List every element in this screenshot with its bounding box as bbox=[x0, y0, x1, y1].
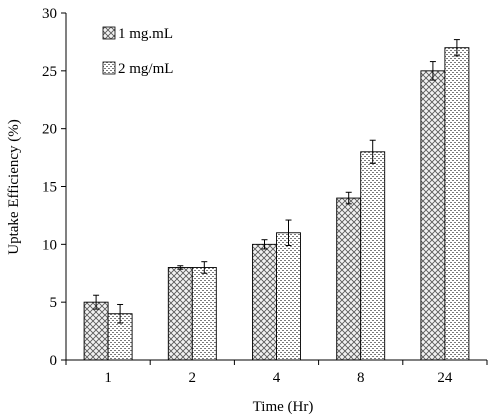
legend-item-2mg: 2 mg/mL bbox=[102, 61, 173, 77]
y-tick-label: 30 bbox=[42, 6, 57, 22]
bar-series-1-1 bbox=[83, 301, 109, 361]
y-tick-label: 25 bbox=[42, 64, 57, 80]
error-bar-series-1-4 bbox=[261, 239, 268, 250]
bars bbox=[83, 47, 470, 361]
legend-swatch-1mg bbox=[102, 26, 116, 40]
y-tick-label: 20 bbox=[42, 122, 57, 138]
x-axis-label: Time (Hr) bbox=[253, 399, 314, 415]
legend: 1 mg.mL 2 mg/mL bbox=[102, 26, 173, 77]
bar-series-2-8 bbox=[360, 151, 386, 361]
y-axis-ticks: 0 5 10 15 20 25 30 bbox=[42, 6, 66, 369]
x-tick-label: 8 bbox=[357, 370, 365, 386]
error-bar-series-2-24 bbox=[453, 39, 460, 57]
x-tick-label: 4 bbox=[273, 370, 281, 386]
y-tick-label: 15 bbox=[42, 180, 57, 196]
bar-series-2-2 bbox=[191, 267, 217, 361]
y-tick-label: 5 bbox=[50, 295, 58, 311]
error-bar-series-1-8 bbox=[345, 191, 352, 205]
bar-series-1-8 bbox=[336, 197, 362, 361]
x-tick-label: 24 bbox=[437, 370, 453, 386]
bar-series-2-24 bbox=[444, 47, 470, 361]
legend-label-2mg: 2 mg/mL bbox=[118, 61, 173, 77]
x-tick-label: 1 bbox=[104, 370, 112, 386]
legend-swatch-2mg bbox=[102, 61, 116, 75]
error-bar-series-1-2 bbox=[177, 265, 184, 270]
bar-series-1-2 bbox=[167, 267, 193, 361]
legend-label-1mg: 1 mg.mL bbox=[118, 26, 173, 42]
error-bar-series-1-1 bbox=[93, 294, 100, 310]
legend-item-1mg: 1 mg.mL bbox=[102, 26, 173, 42]
error-bar-series-1-24 bbox=[429, 61, 436, 81]
error-bar-series-2-8 bbox=[369, 139, 376, 164]
y-tick-label: 0 bbox=[50, 353, 58, 369]
x-axis-ticks: 1 2 4 8 24 bbox=[65, 360, 488, 386]
bar-series-2-4 bbox=[276, 232, 301, 361]
error-bar-series-2-4 bbox=[285, 219, 292, 246]
error-bar-series-2-2 bbox=[201, 261, 208, 274]
error-bars bbox=[93, 39, 460, 324]
bar-series-1-24 bbox=[420, 70, 446, 361]
x-tick-label: 2 bbox=[189, 370, 197, 386]
y-tick-label: 10 bbox=[42, 237, 57, 253]
error-bar-series-2-1 bbox=[117, 303, 124, 324]
y-axis-label: Uptake Efficiency (%) bbox=[6, 119, 22, 255]
bar-series-1-4 bbox=[252, 243, 277, 361]
